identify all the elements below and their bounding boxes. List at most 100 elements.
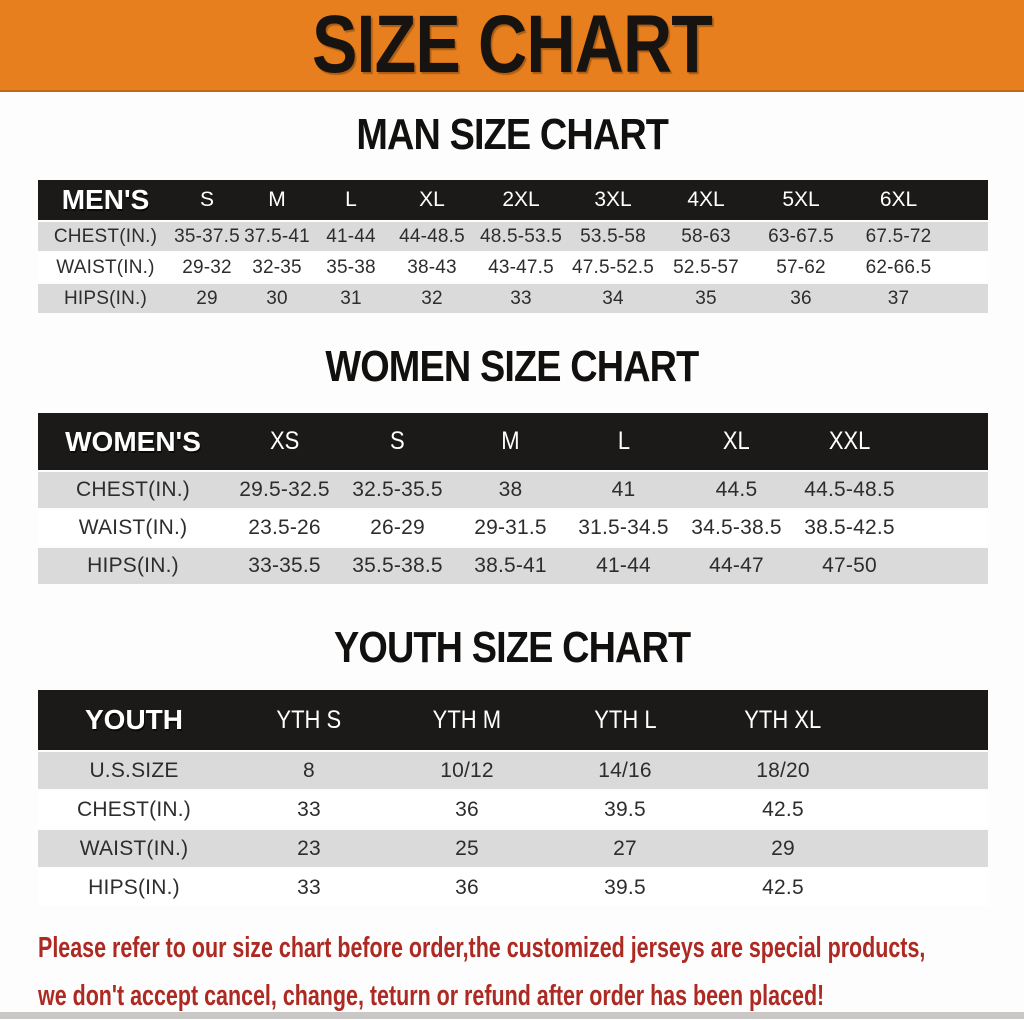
table-row: WAIST(IN.) 29-32 32-35 35-38 38-43 43-47.5 47.… [38, 253, 988, 282]
value-cell: 44.5 [715, 478, 758, 501]
table-row: CHEST(IN.) 33 36 39.5 42.5 [38, 791, 988, 828]
value-cell: 32.5-35.5 [352, 478, 443, 501]
size-header-cell: YTH XL [744, 705, 822, 734]
value-cell: 14/16 [598, 758, 652, 782]
value-cell: 23.5-26 [248, 516, 321, 539]
size-header-cell: 4XL [687, 188, 725, 211]
order-policy-note: Please refer to our size chart before or… [38, 924, 1024, 1020]
value-cell: 33-35.5 [248, 554, 321, 577]
table-row: WAIST(IN.) 23.5-26 26-29 29-31.5 31.5-34.5 34… [38, 510, 988, 546]
value-cell: 39.5 [604, 797, 646, 821]
value-cell: 48.5-53.5 [479, 225, 563, 247]
value-cell: 36 [455, 797, 479, 821]
value-cell: 32-35 [252, 256, 302, 278]
row-label: U.S.SIZE [89, 758, 179, 782]
value-cell: 37.5-41 [244, 225, 310, 247]
women-size-table: WOMEN'S XS S M L XL XXL CHEST(IN.) 29.5-32.5 32.5… [38, 413, 988, 584]
value-cell: 38.5-41 [474, 554, 547, 577]
value-cell: 41-44 [596, 554, 651, 577]
value-cell: 33 [297, 797, 321, 821]
value-cell: 42.5 [762, 875, 804, 899]
table-row: WAIST(IN.) 23 25 27 29 [38, 830, 988, 867]
value-cell: 36 [455, 875, 479, 899]
value-cell: 25 [455, 836, 479, 860]
note-line-2: we don't accept cancel, change, teturn o… [38, 980, 825, 1012]
section-women: WOMEN SIZE CHART WOMEN'S XS S M L XL XXL CHEST(… [0, 343, 1024, 584]
row-label: CHEST(IN.) [76, 478, 190, 501]
size-header-cell: L [345, 188, 357, 211]
row-label: CHEST(IN.) [53, 225, 158, 247]
youth-size-table: YOUTH YTH S YTH M YTH L YTH XL U.S.SIZE 8 10/12… [38, 690, 988, 906]
value-cell: 52.5-57 [673, 256, 739, 278]
value-cell: 47-50 [822, 554, 877, 577]
value-cell: 30 [266, 287, 288, 309]
table-header-row: MEN'S S M L XL 2XL 3XL 4XL 5XL 6XL [38, 180, 988, 220]
value-cell: 38-43 [407, 256, 457, 278]
row-label: HIPS(IN.) [87, 554, 179, 577]
size-header-cell: 2XL [502, 188, 540, 211]
section-youth: YOUTH SIZE CHART YOUTH YTH S YTH M YTH L YTH… [0, 624, 1024, 906]
note-line-1: Please refer to our size chart before or… [38, 932, 926, 964]
row-label: HIPS(IN.) [63, 287, 148, 309]
value-cell: 29 [196, 287, 218, 309]
value-cell: 44-48.5 [399, 225, 465, 247]
value-cell: 31 [340, 287, 362, 309]
value-cell: 33 [510, 287, 532, 309]
bottom-edge-strip [0, 1012, 1024, 1019]
size-header-cell: 5XL [782, 188, 820, 211]
value-cell: 31.5-34.5 [578, 516, 669, 539]
size-header-cell: XL [723, 427, 750, 455]
value-cell: 34 [602, 287, 624, 309]
value-cell: 44-47 [709, 554, 764, 577]
table-corner-label: WOMEN'S [65, 425, 201, 457]
table-corner-label: MEN'S [61, 184, 150, 215]
women-section-heading: WOMEN SIZE CHART [325, 342, 699, 391]
value-cell: 41 [611, 478, 636, 501]
value-cell: 35 [695, 287, 717, 309]
men-section-heading: MAN SIZE CHART [356, 110, 669, 159]
value-cell: 43-47.5 [488, 256, 554, 278]
size-header-cell: S [199, 188, 214, 211]
value-cell: 29-32 [182, 256, 232, 278]
value-cell: 57-62 [776, 256, 826, 278]
size-header-cell: 3XL [594, 188, 632, 211]
size-header-cell: S [390, 427, 405, 455]
value-cell: 34.5-38.5 [691, 516, 782, 539]
value-cell: 63-67.5 [768, 225, 834, 247]
value-cell: 26-29 [370, 516, 425, 539]
size-header-cell: M [268, 188, 286, 211]
value-cell: 58-63 [681, 225, 731, 247]
value-cell: 18/20 [756, 758, 810, 782]
value-cell: 29.5-32.5 [239, 478, 330, 501]
value-cell: 8 [303, 758, 315, 782]
size-header-cell: YTH L [593, 705, 657, 734]
value-cell: 35-38 [326, 256, 376, 278]
size-header-cell: YTH M [432, 705, 502, 734]
table-row: HIPS(IN.) 33 36 39.5 42.5 [38, 869, 988, 906]
row-label: WAIST(IN.) [79, 836, 189, 860]
size-header-cell: XXL [828, 427, 871, 455]
value-cell: 32 [421, 287, 443, 309]
size-chart-banner: SIZE CHART [0, 0, 1024, 92]
table-row: U.S.SIZE 8 10/12 14/16 18/20 [38, 752, 988, 789]
value-cell: 41-44 [326, 225, 376, 247]
value-cell: 44.5-48.5 [804, 478, 895, 501]
size-header-cell: XL [419, 188, 445, 211]
row-label: WAIST(IN.) [78, 516, 188, 539]
value-cell: 47.5-52.5 [571, 256, 655, 278]
size-header-cell: L [617, 427, 630, 455]
row-label: WAIST(IN.) [56, 256, 155, 278]
size-header-cell: XS [269, 427, 300, 455]
value-cell: 23 [297, 836, 321, 860]
table-row: CHEST(IN.) 35-37.5 37.5-41 41-44 44-48.5 48.5… [38, 222, 988, 251]
value-cell: 37 [887, 287, 910, 309]
size-header-cell: YTH S [276, 705, 342, 734]
table-row: HIPS(IN.) 33-35.5 35.5-38.5 38.5-41 41-44 44-… [38, 548, 988, 584]
value-cell: 38 [498, 478, 523, 501]
table-corner-label: YOUTH [85, 704, 183, 735]
value-cell: 42.5 [762, 797, 804, 821]
value-cell: 53.5-58 [580, 225, 646, 247]
table-header-row: WOMEN'S XS S M L XL XXL [38, 413, 988, 470]
value-cell: 36 [790, 287, 812, 309]
row-label: HIPS(IN.) [88, 875, 180, 899]
